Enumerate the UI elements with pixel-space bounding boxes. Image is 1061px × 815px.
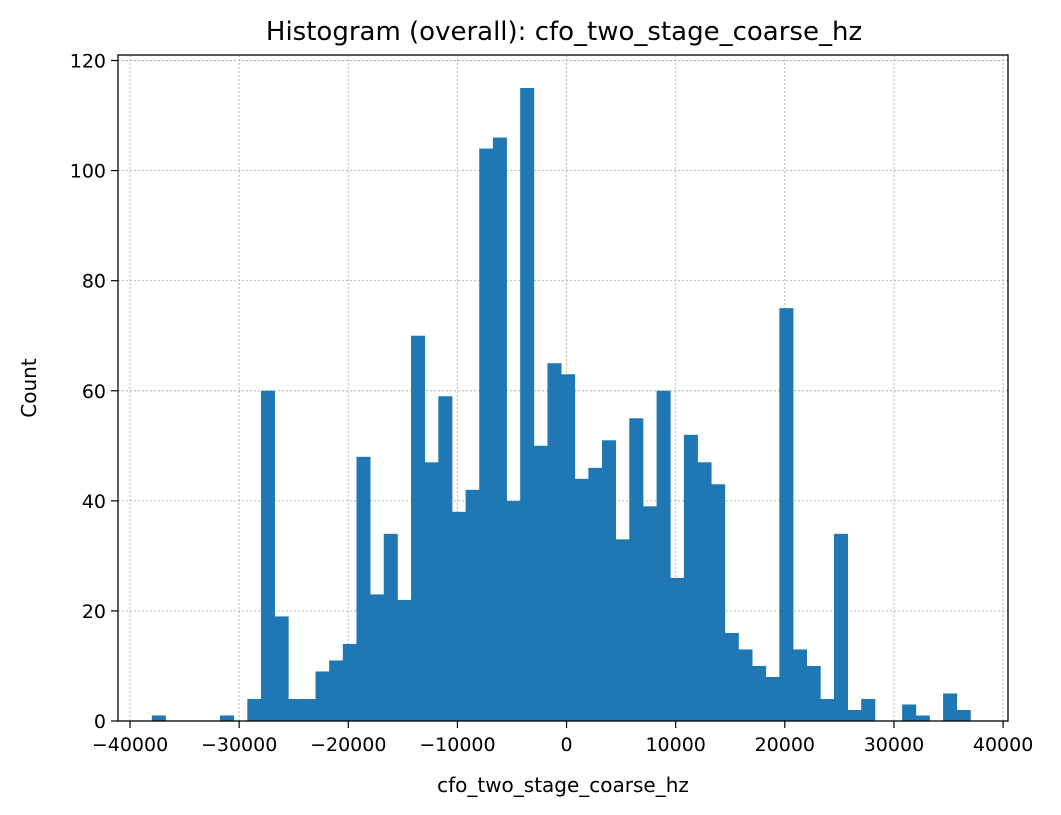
histogram-bar xyxy=(779,308,794,721)
y-axis-label: Count xyxy=(17,358,41,418)
histogram-bar xyxy=(547,363,562,721)
histogram-bar xyxy=(383,533,398,721)
histogram-bar xyxy=(738,649,753,721)
histogram-bar xyxy=(683,434,698,721)
histogram-bar xyxy=(847,709,862,721)
histogram-bar xyxy=(765,676,780,721)
histogram-bar xyxy=(220,715,235,721)
histogram-bar xyxy=(397,599,412,721)
histogram-bar xyxy=(451,511,466,721)
histogram-bar xyxy=(711,484,726,721)
histogram-bar xyxy=(288,698,303,721)
histogram-bar xyxy=(915,715,930,721)
histogram-bar xyxy=(274,616,289,721)
x-tick-label: 10000 xyxy=(645,734,705,756)
chart-title: Histogram (overall): cfo_two_stage_coars… xyxy=(266,17,862,47)
histogram-bar xyxy=(411,335,426,721)
histogram-bar xyxy=(533,445,548,721)
x-tick-label: −20000 xyxy=(310,734,386,756)
histogram-bar xyxy=(956,709,971,721)
x-tick-label: −30000 xyxy=(201,734,277,756)
histogram-bar xyxy=(602,440,617,721)
x-tick-label: 20000 xyxy=(755,734,815,756)
histogram-bar xyxy=(697,462,712,721)
histogram-bar xyxy=(520,88,535,722)
histogram-bar xyxy=(833,533,848,721)
histogram-bar xyxy=(356,456,371,721)
x-axis-label: cfo_two_stage_coarse_hz xyxy=(437,773,689,797)
histogram-bar xyxy=(656,390,671,721)
axis-ticks: −40000 −30000 −20000 −10000 0 10000 20000 30000… xyxy=(70,51,1034,756)
y-tick-label: 80 xyxy=(82,271,106,293)
histogram-bar xyxy=(820,698,835,721)
histogram-bar xyxy=(642,506,657,721)
y-tick-label: 20 xyxy=(82,601,106,623)
histogram-bar xyxy=(561,374,576,721)
histogram-bar xyxy=(342,643,357,721)
histogram-bar xyxy=(329,660,344,721)
histogram-bar xyxy=(615,539,630,721)
plot-frame xyxy=(117,54,1009,722)
y-tick-label: 60 xyxy=(82,381,106,403)
histogram-bar xyxy=(506,500,521,721)
histogram-bar xyxy=(806,665,821,721)
histogram-bar xyxy=(670,577,685,721)
histogram-bar xyxy=(793,649,808,721)
histogram-bar xyxy=(301,698,316,721)
histogram-bar xyxy=(574,478,589,721)
x-tick-label: 0 xyxy=(561,734,573,756)
histogram-bar xyxy=(465,489,480,721)
y-tick-label: 0 xyxy=(94,711,106,733)
x-tick-label: 30000 xyxy=(864,734,924,756)
histogram-bar xyxy=(724,632,739,721)
histogram-bar xyxy=(315,671,330,721)
y-tick-label: 100 xyxy=(70,161,106,183)
histogram-bar xyxy=(902,704,917,721)
histogram-bar xyxy=(370,594,385,721)
histogram-bar xyxy=(492,137,507,721)
histogram-bar xyxy=(438,396,453,721)
x-tick-label: 40000 xyxy=(973,734,1033,756)
y-tick-label: 40 xyxy=(82,491,106,513)
histogram-bar xyxy=(424,462,439,721)
y-tick-label: 120 xyxy=(70,51,106,73)
x-tick-label: −40000 xyxy=(92,734,168,756)
histogram-bars xyxy=(151,88,971,722)
histogram-bar xyxy=(943,693,958,721)
histogram-bar xyxy=(479,148,494,721)
histogram-bar xyxy=(861,698,876,721)
histogram-bar xyxy=(629,418,644,721)
histogram-bar xyxy=(260,390,276,721)
histogram-bar xyxy=(151,715,166,721)
histogram-bar xyxy=(247,698,262,721)
histogram-bar xyxy=(752,665,767,721)
histogram-bar xyxy=(588,467,603,721)
x-tick-label: −10000 xyxy=(419,734,495,756)
